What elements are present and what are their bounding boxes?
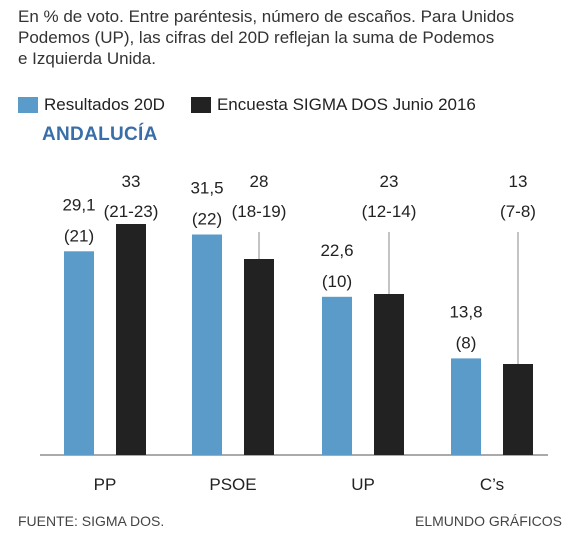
data-label-survey-value: 23 — [380, 172, 399, 191]
data-label-results-seats: (8) — [456, 333, 477, 352]
bar-results — [192, 234, 222, 455]
bar-results — [322, 296, 352, 455]
legend-label-survey: Encuesta SIGMA DOS Junio 2016 — [216, 95, 476, 114]
subtitle-line: e Izquierda Unida. — [18, 49, 156, 68]
chart-legend: Resultados 20D Encuesta SIGMA DOS Junio … — [18, 94, 502, 116]
legend-label-results: Resultados 20D — [44, 95, 165, 114]
bar-results — [64, 251, 94, 455]
bar-survey — [503, 364, 533, 455]
data-label-survey-seats: (7-8) — [500, 202, 536, 221]
legend-item-survey: Encuesta SIGMA DOS Junio 2016 — [190, 95, 476, 115]
x-tick-label: PSOE — [209, 475, 256, 494]
bar-results — [451, 358, 481, 455]
bar-survey — [374, 294, 404, 455]
subtitle-line: Podemos (UP), las cifras del 20D refleja… — [18, 28, 495, 47]
region-title: ANDALUCÍA — [42, 124, 158, 145]
chart-subtitle: En % de voto. Entre paréntesis, número d… — [18, 6, 563, 69]
data-label-survey-seats: (21-23) — [104, 202, 159, 221]
bar-survey — [244, 259, 274, 455]
data-label-survey-value: 33 — [122, 172, 141, 191]
x-tick-label: C’s — [480, 475, 504, 494]
credit-note: ELMUNDO GRÁFICOS — [414, 513, 562, 529]
data-label-results-seats: (21) — [64, 226, 94, 245]
data-label-results-seats: (10) — [322, 272, 352, 291]
legend-swatch-survey — [190, 97, 211, 113]
data-label-results-value: 22,6 — [320, 241, 353, 260]
bar-survey — [116, 224, 146, 455]
source-note: FUENTE: SIGMA DOS. — [18, 513, 165, 529]
data-label-results-value: 31,5 — [190, 179, 223, 198]
data-label-results-value: 29,1 — [62, 195, 95, 214]
legend-swatch-results — [18, 97, 38, 113]
data-label-survey-value: 13 — [509, 172, 528, 191]
data-label-survey-seats: (12-14) — [362, 202, 417, 221]
subtitle-line: En % de voto. Entre paréntesis, número d… — [18, 7, 515, 26]
x-tick-label: UP — [351, 475, 375, 494]
x-tick-label: PP — [94, 475, 117, 494]
data-label-results-seats: (22) — [192, 210, 222, 229]
data-label-results-value: 13,8 — [449, 302, 482, 321]
data-label-survey-value: 28 — [250, 172, 269, 191]
data-label-survey-seats: (18-19) — [232, 202, 287, 221]
legend-item-results: Resultados 20D — [18, 95, 165, 115]
